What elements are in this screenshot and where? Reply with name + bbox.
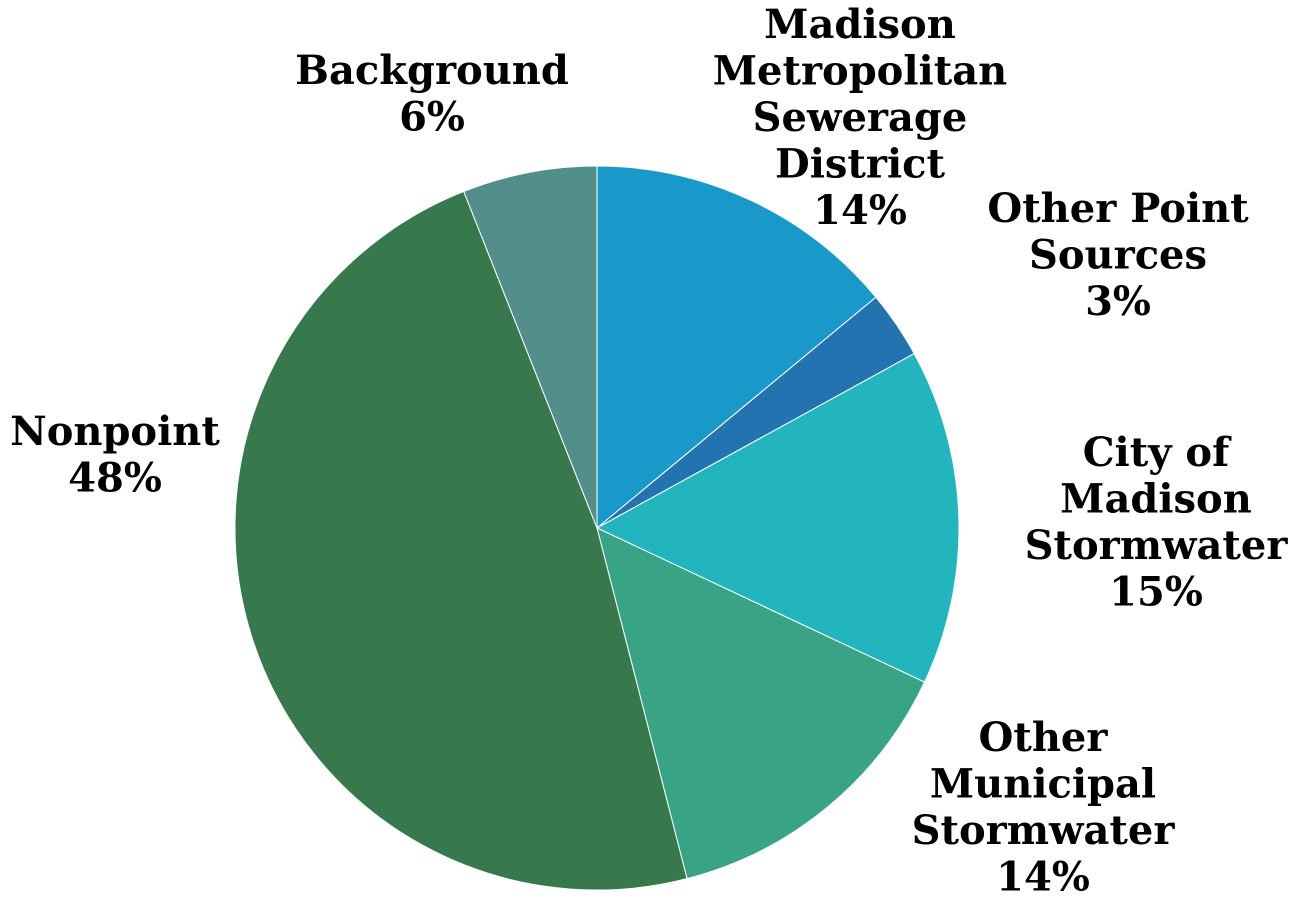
slice-name-line: Other <box>979 714 1109 761</box>
pie-slice-5 <box>463 165 598 529</box>
pie-slice-0 <box>596 165 877 530</box>
slice-name-line: Municipal <box>930 761 1156 808</box>
slice-label-2: City of Madison Stormwater 15% <box>1025 429 1289 616</box>
slice-name-line: Sources <box>1029 232 1207 279</box>
slice-name-line: Background <box>295 47 569 94</box>
slice-percent-label: 6% <box>399 94 465 141</box>
slice-name-line: Other Point <box>987 185 1249 232</box>
slice-name-line: Madison <box>764 1 956 48</box>
slice-label-4: Nonpoint 48% <box>10 408 220 502</box>
slice-percent-label: 15% <box>1109 569 1203 616</box>
slice-name-line: Madison <box>1060 476 1252 523</box>
slice-percent-label: 3% <box>1085 278 1151 325</box>
slice-label-5: Background 6% <box>295 47 569 141</box>
slice-name-line: Stormwater <box>1025 522 1289 569</box>
slice-labels: Madison Metropolitan Sewerage District 14% Ot… <box>10 1 1288 901</box>
slice-label-0: Madison Metropolitan Sewerage District 14% <box>713 1 1007 234</box>
slice-name-line: Nonpoint <box>10 408 220 455</box>
pie-slice-4 <box>234 190 688 891</box>
slice-name-line: Metropolitan <box>713 48 1007 95</box>
pie-slice-2 <box>595 352 960 683</box>
slice-percent-label: 14% <box>996 854 1090 901</box>
slice-name-line: Stormwater <box>912 807 1176 854</box>
slice-label-3: Other Municipal Stormwater 14% <box>912 714 1176 901</box>
slice-label-1: Other Point Sources 3% <box>987 185 1249 325</box>
slice-name-line: City of <box>1083 429 1232 476</box>
slice-percent-label: 14% <box>813 187 907 234</box>
pie-slice-3 <box>596 527 926 880</box>
slice-name-line: Sewerage <box>753 94 968 141</box>
slice-name-line: District <box>775 141 946 188</box>
slice-percent-label: 48% <box>68 455 162 502</box>
pie-slices <box>234 165 960 891</box>
